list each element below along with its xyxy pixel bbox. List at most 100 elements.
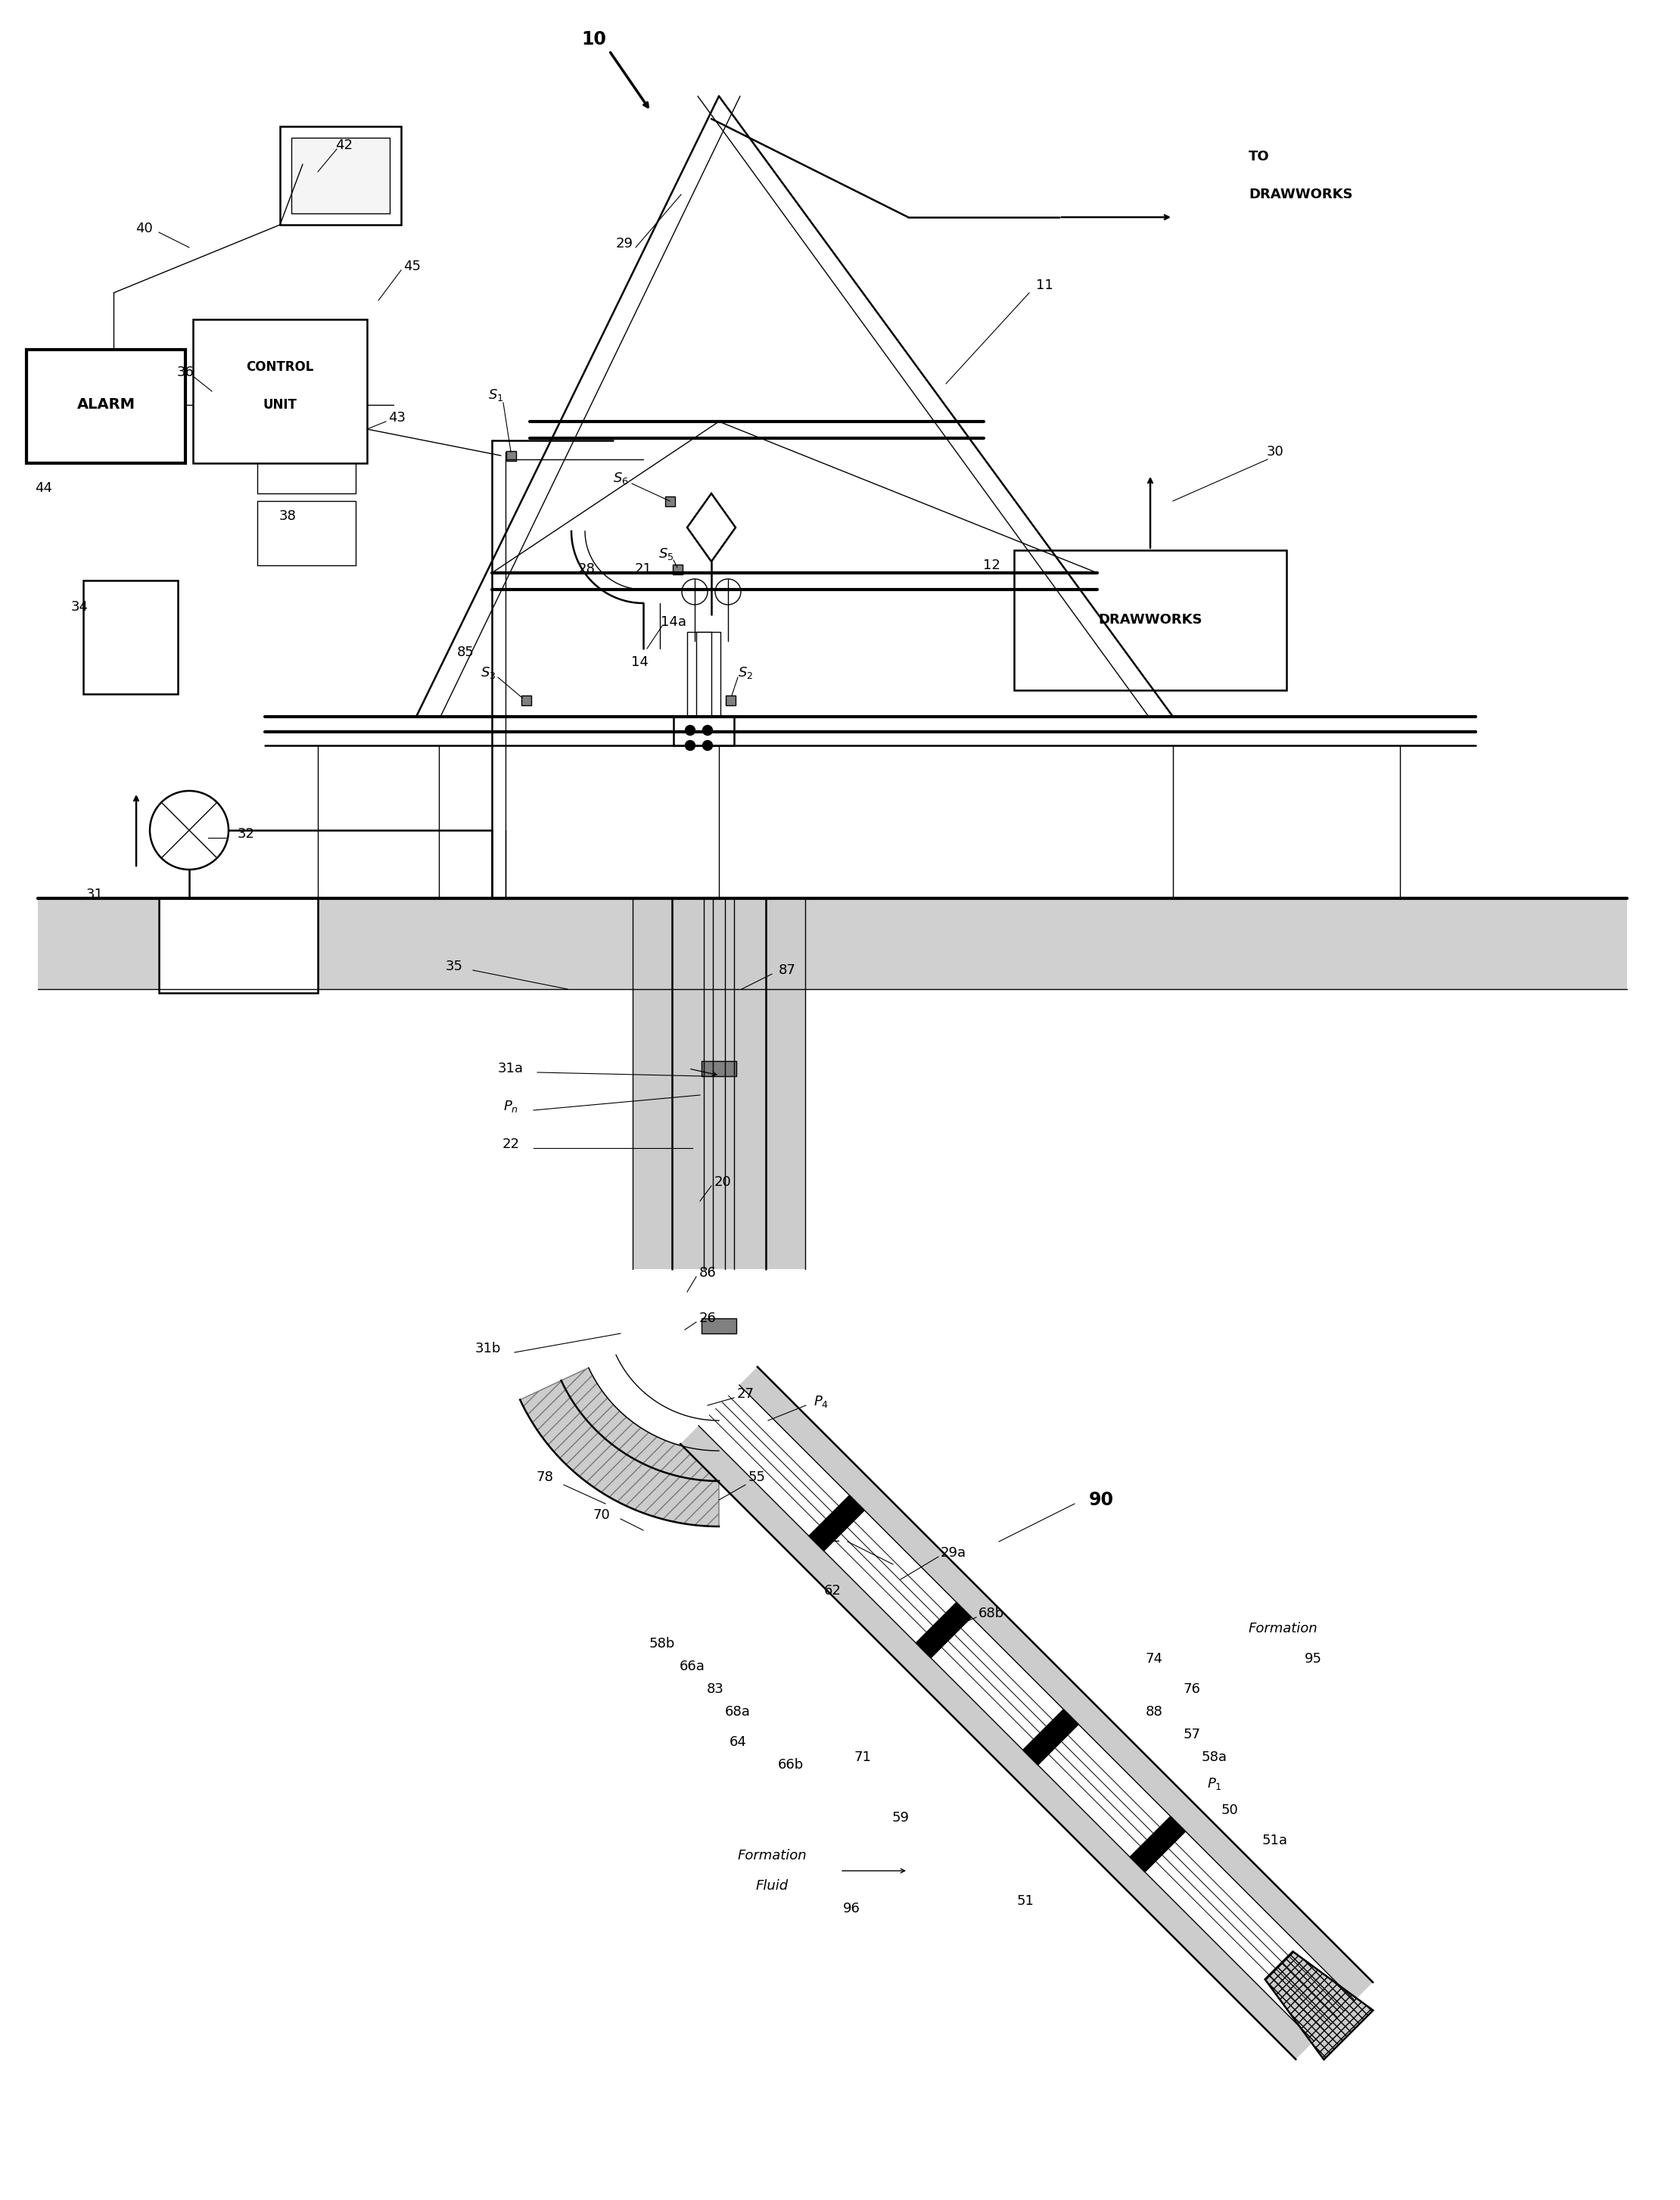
Text: 21: 21 (635, 563, 652, 576)
Text: 62: 62 (823, 1531, 842, 1544)
Text: 22: 22 (502, 1137, 519, 1151)
Polygon shape (687, 493, 736, 561)
Text: 95: 95 (1304, 1652, 1322, 1665)
Bar (27, 350, 185, 464)
Polygon shape (1023, 1709, 1079, 1764)
Polygon shape (1265, 1951, 1373, 2059)
Text: 71: 71 (853, 1751, 872, 1764)
Text: 28: 28 (578, 563, 595, 576)
Bar (1015, 550, 1287, 691)
Text: $P_4$: $P_4$ (813, 1395, 828, 1410)
Circle shape (716, 579, 741, 605)
Text: 66b: 66b (778, 1758, 803, 1771)
Circle shape (685, 726, 696, 735)
Text: 30: 30 (1267, 444, 1284, 458)
Bar (257, 429, 356, 493)
Bar (633, 898, 805, 1269)
Bar (193, 319, 366, 464)
Bar (84, 581, 178, 693)
Text: 62: 62 (823, 1584, 842, 1597)
Polygon shape (521, 1368, 719, 1527)
Text: 68a: 68a (726, 1705, 751, 1718)
Text: 50: 50 (1221, 1804, 1238, 1817)
Text: 11: 11 (1035, 279, 1053, 293)
Text: 78: 78 (536, 1470, 553, 1485)
Text: 42: 42 (336, 139, 353, 152)
Bar (160, 898, 318, 992)
Circle shape (150, 790, 228, 869)
Text: 34: 34 (71, 601, 87, 614)
Text: 57: 57 (1183, 1727, 1201, 1742)
Text: 12: 12 (983, 559, 1000, 572)
Text: 44: 44 (35, 482, 52, 495)
Text: 51: 51 (1016, 1894, 1035, 1907)
Text: $S_1$: $S_1$ (487, 387, 504, 403)
Text: 38: 38 (279, 510, 296, 524)
Bar (160, 898, 318, 992)
Text: DRAWWORKS: DRAWWORKS (1248, 187, 1352, 202)
Circle shape (702, 741, 712, 750)
Circle shape (685, 741, 696, 750)
Text: 85: 85 (457, 645, 474, 660)
Text: 31b: 31b (475, 1342, 501, 1355)
Text: 83: 83 (707, 1683, 724, 1696)
Text: $S_5$: $S_5$ (659, 546, 674, 561)
Text: 31a: 31a (497, 1063, 524, 1076)
Bar (687, 631, 721, 746)
Text: 14: 14 (630, 656, 648, 669)
Bar (702, 1318, 736, 1333)
Text: 55: 55 (748, 1470, 766, 1485)
Text: 20: 20 (714, 1175, 731, 1188)
Text: 58b: 58b (648, 1637, 675, 1650)
Text: 76: 76 (1183, 1683, 1201, 1696)
Bar (281, 125, 402, 224)
Text: ALARM: ALARM (77, 398, 134, 411)
Text: $S_3$: $S_3$ (480, 664, 496, 680)
Polygon shape (808, 1496, 865, 1551)
Text: 96: 96 (843, 1901, 860, 1916)
Text: UNIT: UNIT (264, 398, 297, 411)
Text: 68b: 68b (978, 1606, 1005, 1619)
Text: 31: 31 (86, 889, 102, 902)
Bar (39, 898, 1626, 990)
Text: 29a: 29a (941, 1547, 966, 1560)
Text: 64: 64 (729, 1736, 746, 1749)
Bar (506, 451, 516, 460)
Text: 26: 26 (699, 1311, 716, 1324)
Text: 88: 88 (1146, 1705, 1163, 1718)
Text: 35: 35 (445, 959, 462, 972)
Text: 27: 27 (738, 1388, 754, 1401)
Polygon shape (1131, 1817, 1186, 1872)
Text: Formation: Formation (1248, 1621, 1317, 1635)
Text: $S_6$: $S_6$ (613, 471, 628, 486)
Text: DRAWWORKS: DRAWWORKS (1099, 614, 1203, 627)
Text: 66a: 66a (680, 1659, 706, 1674)
Bar (674, 717, 734, 746)
Text: $P_n$: $P_n$ (504, 1098, 519, 1113)
Text: 58a: 58a (1201, 1751, 1228, 1764)
Bar (726, 695, 736, 704)
Text: $P_1$: $P_1$ (1208, 1775, 1221, 1791)
Text: TO: TO (1248, 150, 1270, 163)
Text: $S_2$: $S_2$ (738, 664, 753, 680)
Text: 87: 87 (778, 964, 796, 977)
Text: Formation: Formation (738, 1848, 806, 1863)
Text: CONTROL: CONTROL (247, 361, 314, 374)
Polygon shape (916, 1602, 971, 1659)
Text: 59: 59 (892, 1811, 909, 1824)
Polygon shape (680, 1426, 1314, 2059)
Bar (665, 495, 675, 506)
Text: 86: 86 (699, 1267, 716, 1280)
Text: 43: 43 (388, 411, 407, 425)
Text: 70: 70 (593, 1509, 610, 1522)
Text: 29: 29 (615, 238, 633, 251)
Bar (672, 563, 682, 574)
Text: 74: 74 (1146, 1652, 1163, 1665)
Bar (521, 695, 531, 704)
Circle shape (702, 726, 712, 735)
Bar (257, 502, 356, 565)
Text: 40: 40 (134, 222, 153, 235)
Text: 14a: 14a (660, 616, 687, 629)
Text: 45: 45 (403, 260, 422, 273)
Bar (291, 139, 390, 213)
